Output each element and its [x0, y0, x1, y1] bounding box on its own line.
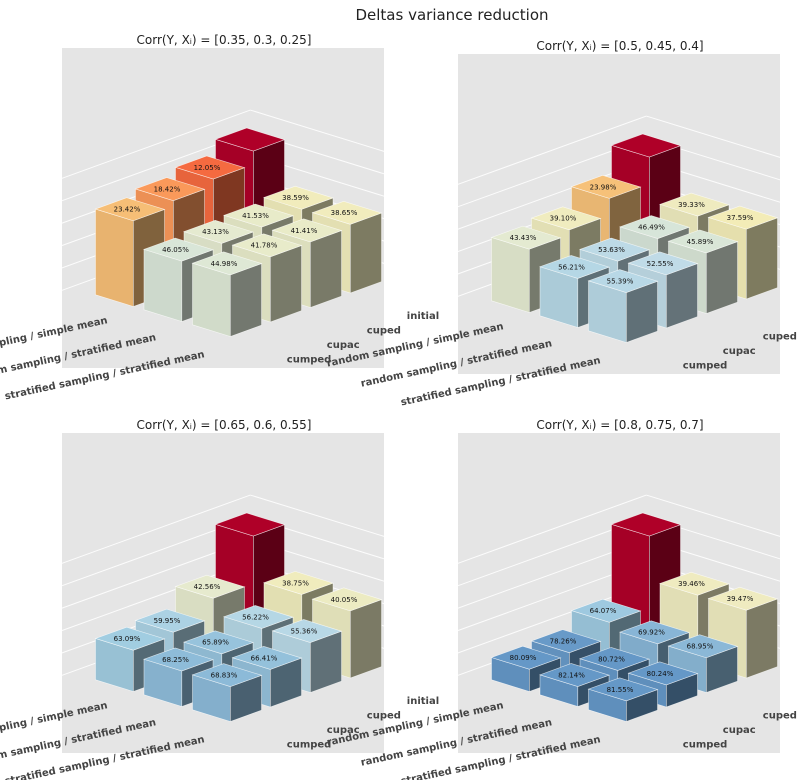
panel-title: Corr(Y, Xᵢ) = [0.65, 0.6, 0.55] — [137, 418, 312, 432]
grid-line — [646, 494, 802, 544]
y-category-label: cupac — [327, 340, 360, 351]
chart-panel-2: Corr(Y, Xᵢ) = [0.5, 0.45, 0.4]0200400600… — [326, 39, 802, 409]
bar-value-label: 18.42% — [154, 186, 181, 194]
bar-value-label: 39.46% — [678, 580, 705, 588]
bar-value-label: 78.26% — [550, 638, 577, 646]
bar-value-label: 55.39% — [607, 277, 634, 285]
bar-value-label: 12.05% — [194, 164, 221, 172]
bar-value-label: 39.10% — [550, 215, 577, 223]
grid-line — [446, 494, 647, 569]
bar-value-label: 41.78% — [251, 242, 278, 250]
y-category-label: cupac — [723, 725, 756, 736]
bar-value-label: 43.13% — [202, 228, 229, 236]
bar-value-label: 46.05% — [162, 246, 189, 254]
grid-line — [446, 115, 647, 190]
bar-value-label: 55.36% — [291, 627, 318, 635]
grid-line — [250, 494, 450, 558]
bar — [587, 269, 659, 343]
bar-value-label: 81.55% — [607, 686, 634, 694]
bar-value-label: 64.07% — [590, 607, 617, 615]
bar-value-label: 37.59% — [727, 214, 754, 222]
bar-value-label: 80.72% — [598, 655, 625, 663]
bar-value-label: 68.95% — [687, 643, 714, 651]
bar-value-label: 80.09% — [510, 654, 537, 662]
y-category-label: cuped — [367, 710, 401, 721]
bar — [587, 677, 659, 722]
bar-value-label: 44.98% — [211, 260, 238, 268]
bar-value-label: 69.92% — [638, 629, 665, 637]
y-category-label: cumped — [287, 354, 332, 365]
bar-value-label: 45.89% — [687, 238, 714, 246]
grid-line — [50, 109, 251, 184]
y-category-label: cupac — [327, 725, 360, 736]
y-category-label: cuped — [763, 710, 797, 721]
bar-value-label: 38.75% — [282, 579, 309, 587]
chart-panel-4: Corr(Y, Xᵢ) = [0.8, 0.75, 0.7]0200400600… — [326, 418, 802, 780]
bar-value-label: 68.25% — [162, 656, 189, 664]
y-category-label: cupac — [723, 346, 756, 357]
grid-line — [50, 494, 251, 569]
bar-value-label: 53.63% — [598, 246, 625, 254]
bar-value-label: 59.95% — [154, 617, 181, 625]
bar-value-label: 23.98% — [590, 183, 617, 191]
y-category-label: cumped — [683, 739, 728, 750]
figure-title: Deltas variance reduction — [355, 6, 548, 24]
bar-value-label: 41.53% — [242, 212, 269, 220]
panel-title: Corr(Y, Xᵢ) = [0.5, 0.45, 0.4] — [536, 39, 703, 53]
bar-value-label: 43.43% — [510, 234, 537, 242]
bar-value-label: 82.14% — [558, 671, 585, 679]
bar-value-label: 38.65% — [331, 209, 358, 217]
bar-value-label: 56.22% — [242, 613, 269, 621]
bar — [191, 251, 263, 337]
bar-value-label: 68.83% — [211, 672, 238, 680]
bar — [191, 663, 263, 722]
bar-value-label: 41.41% — [291, 227, 318, 235]
bar-value-label: 40.05% — [331, 596, 358, 604]
y-category-label: initial — [407, 311, 439, 322]
bar-value-label: 23.42% — [114, 206, 141, 214]
y-category-label: cumped — [683, 360, 728, 371]
bar-value-label: 52.55% — [647, 260, 674, 268]
bar-value-label: 42.56% — [194, 583, 221, 591]
y-category-label: cumped — [287, 739, 332, 750]
bar-value-label: 46.49% — [638, 223, 665, 231]
bar-value-label: 38.59% — [282, 194, 309, 202]
y-category-label: cuped — [367, 325, 401, 336]
bar-value-label: 63.09% — [114, 635, 141, 643]
bar-value-label: 56.21% — [558, 263, 585, 271]
y-category-label: cuped — [763, 331, 797, 342]
bar-value-label: 66.41% — [251, 654, 278, 662]
y-category-label: initial — [407, 696, 439, 707]
bar-value-label: 80.24% — [647, 670, 674, 678]
grid-line — [250, 109, 450, 173]
bar-value-label: 39.47% — [727, 595, 754, 603]
bar-value-label: 39.33% — [678, 201, 705, 209]
grid-line — [646, 115, 802, 165]
panel-title: Corr(Y, Xᵢ) = [0.35, 0.3, 0.25] — [137, 33, 312, 47]
panel-title: Corr(Y, Xᵢ) = [0.8, 0.75, 0.7] — [536, 418, 703, 432]
bar-value-label: 65.89% — [202, 639, 229, 647]
